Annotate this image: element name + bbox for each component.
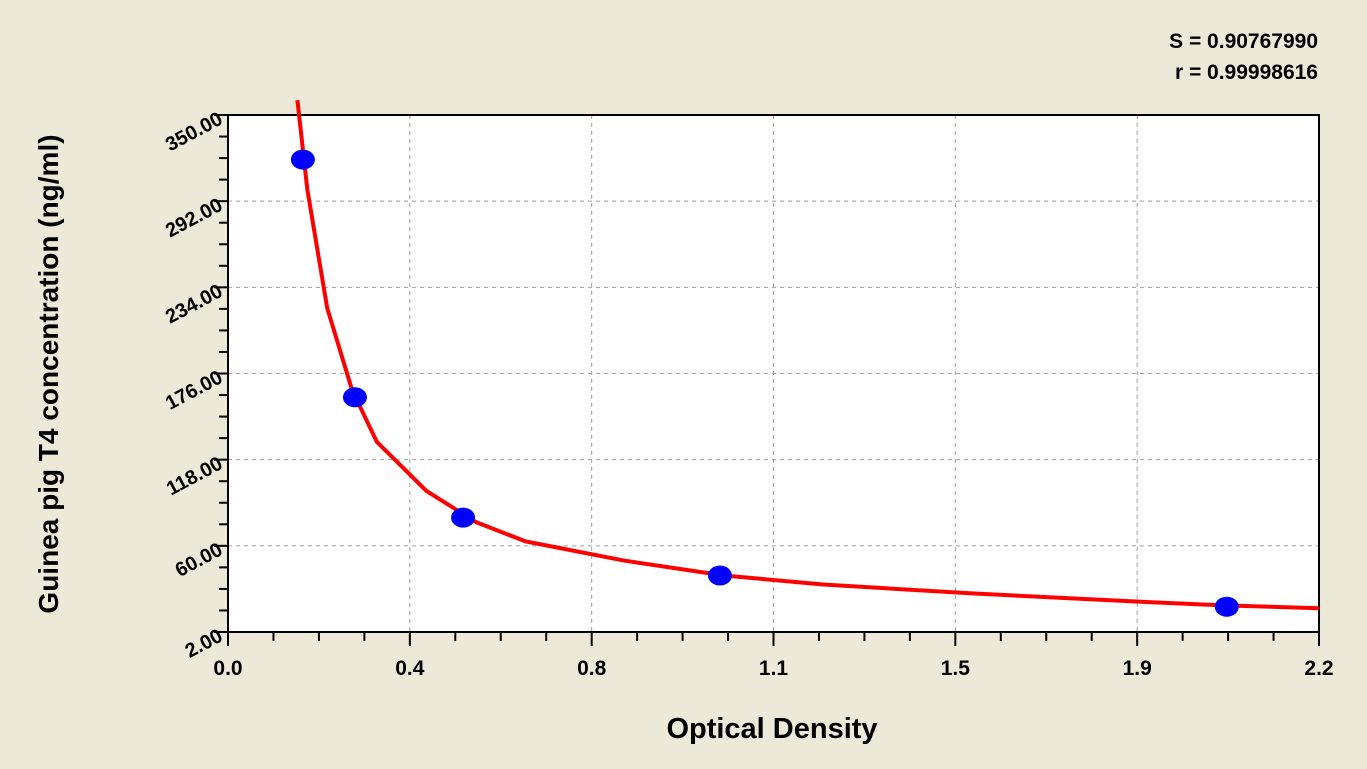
- y-tick-label: 118.00: [163, 453, 226, 501]
- x-tick-label: 0.4: [395, 657, 425, 680]
- r-statistic: r = 0.99998616: [1174, 61, 1318, 84]
- x-tick-label: 1.1: [759, 657, 789, 680]
- data-point: [1214, 596, 1239, 617]
- x-tick-label: 0.8: [577, 657, 607, 680]
- data-point: [342, 387, 367, 408]
- x-tick-label: 1.5: [941, 657, 971, 680]
- y-tick-label: 292.00: [162, 194, 226, 242]
- data-point: [707, 565, 732, 586]
- x-axis-title: Optical Density: [666, 713, 878, 745]
- fitted-curve: [295, 99, 1320, 611]
- x-tick-label: 0.0: [213, 657, 242, 680]
- data-point: [451, 507, 476, 528]
- s-statistic: S = 0.90767990: [1169, 30, 1318, 53]
- y-tick-label: 176.00: [162, 366, 226, 414]
- x-tick-label: 2.2: [1304, 657, 1333, 680]
- y-axis-title: Guinea pig T4 concentration (ng/ml): [33, 134, 64, 614]
- x-tick-label: 1.9: [1123, 657, 1152, 680]
- y-tick-label: 234.00: [162, 280, 226, 328]
- y-tick-label: 60.00: [172, 539, 227, 582]
- data-point: [290, 149, 315, 170]
